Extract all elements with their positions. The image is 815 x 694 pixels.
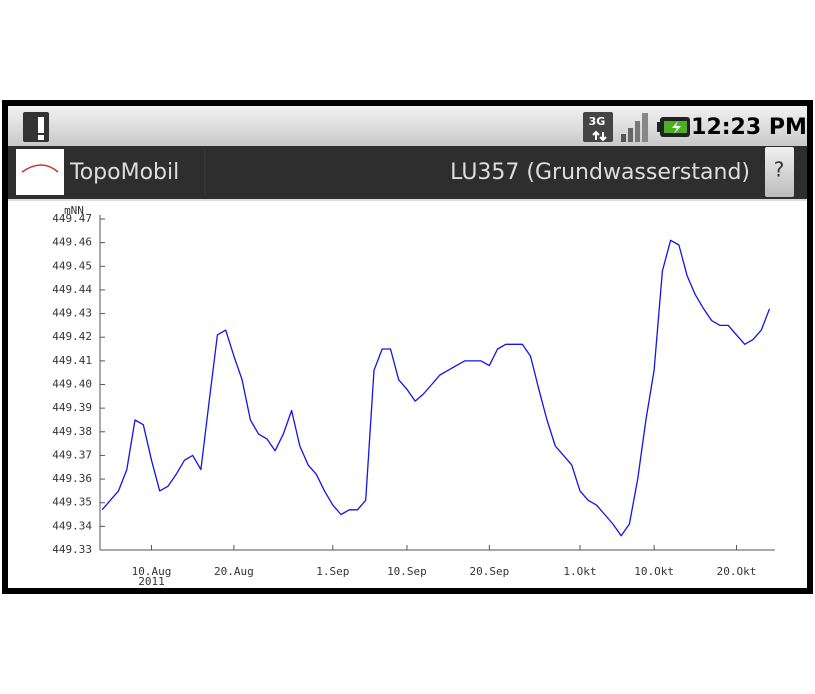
x-tick-label: 10.Sep xyxy=(387,565,427,578)
help-button[interactable] xyxy=(765,147,794,197)
y-axis-label: mNN xyxy=(64,204,84,217)
y-tick-label: 449.44 xyxy=(52,283,92,296)
battery-icon xyxy=(657,117,690,137)
y-tick-label: 449.34 xyxy=(52,519,92,532)
y-tick-label: 449.36 xyxy=(52,472,92,485)
clock: 12:23 PM xyxy=(691,115,807,140)
sd-card-icon xyxy=(23,112,49,142)
chart: mNN 449.33 449.34 449.35 449.36 449.37 449.38 4… xyxy=(52,204,775,588)
network-3g-icon: 3G xyxy=(583,112,613,142)
y-tick-label: 449.39 xyxy=(52,401,92,414)
y-tick-label: 449.38 xyxy=(52,425,92,438)
app-bar xyxy=(8,146,807,199)
y-tick-label: 449.40 xyxy=(52,378,92,391)
app-name: TopoMobil xyxy=(69,160,179,185)
y-tick-label: 449.43 xyxy=(52,307,92,320)
data-line xyxy=(101,239,771,537)
x-year-label: 2011 xyxy=(138,575,165,588)
app-bar-shadow xyxy=(8,199,807,201)
x-tick-label: 1.Sep xyxy=(316,565,349,578)
signal-icon xyxy=(621,113,648,142)
x-tick-label: 20.Okt xyxy=(717,565,757,578)
help-button-label[interactable]: ? xyxy=(774,158,785,182)
y-tick-label: 449.47 xyxy=(52,212,92,225)
y-tick-label: 449.42 xyxy=(52,330,92,343)
x-tick-label: 10.Aug xyxy=(132,565,172,578)
y-tick-label: 449.37 xyxy=(52,448,92,461)
app-logo[interactable] xyxy=(16,149,64,195)
logo-mark xyxy=(21,164,59,173)
x-tick-label: 20.Sep xyxy=(469,565,509,578)
y-tick-label: 449.35 xyxy=(52,496,92,509)
x-tick-label: 1.Okt xyxy=(563,565,596,578)
x-tick-label: 10.Okt xyxy=(634,565,674,578)
svg-text:3G: 3G xyxy=(589,115,606,128)
screen-title: LU357 (Grundwasserstand) xyxy=(450,160,750,185)
y-tick-label: 449.33 xyxy=(52,543,92,556)
y-tick-label: 449.45 xyxy=(52,259,92,272)
y-tick-label: 449.41 xyxy=(52,354,92,367)
x-tick-label: 20.Aug xyxy=(214,565,254,578)
y-tick-label: 449.46 xyxy=(52,236,92,249)
